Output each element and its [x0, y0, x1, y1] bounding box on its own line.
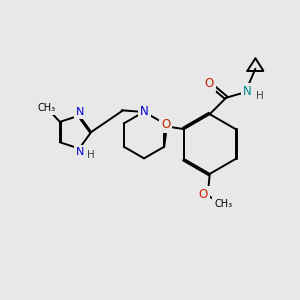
Text: CH₃: CH₃: [214, 199, 232, 209]
Text: H: H: [87, 150, 94, 160]
Text: H: H: [256, 91, 264, 101]
Text: N: N: [76, 147, 84, 157]
Text: N: N: [243, 85, 251, 98]
Text: N: N: [140, 105, 148, 118]
Text: N: N: [76, 107, 84, 117]
Text: CH₃: CH₃: [37, 103, 56, 112]
Text: O: O: [161, 118, 170, 131]
Text: O: O: [204, 76, 214, 90]
Text: O: O: [198, 188, 208, 201]
